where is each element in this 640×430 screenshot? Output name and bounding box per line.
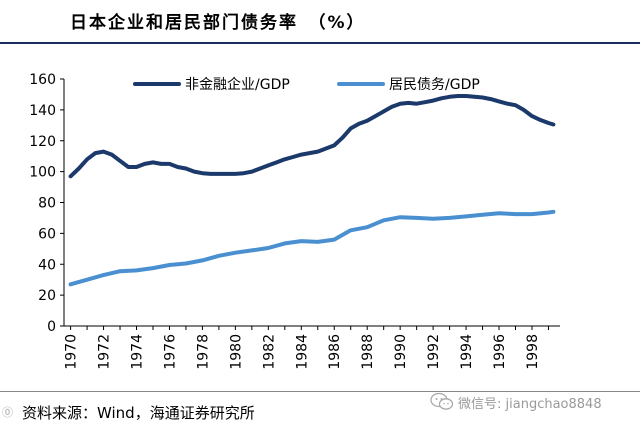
y-tick-label: 20 [38, 288, 56, 304]
title-rule [0, 42, 640, 44]
y-tick-label: 40 [38, 257, 56, 273]
y-tick-label: 80 [38, 196, 56, 212]
y-tick-label: 160 [29, 72, 56, 88]
x-tick-label: 1990 [393, 334, 409, 370]
y-tick-label: 140 [29, 103, 56, 119]
x-tick-label: 1992 [426, 334, 442, 370]
watermark: 微信号: jiangchao8848 [430, 392, 602, 412]
x-tick-label: 1982 [261, 334, 277, 370]
corner-mark: ⓪ [2, 406, 13, 419]
x-tick-label: 1988 [360, 334, 376, 370]
x-tick-label: 1986 [327, 334, 343, 370]
x-tick-label: 1970 [64, 334, 80, 370]
chart-title: 日本企业和居民部门债务率 （%） [70, 13, 366, 33]
x-tick-label: 1974 [130, 334, 146, 370]
chart-area: 0 20 40 60 80 100 120 140 160 1970 1972 1974 1976 197… [29, 72, 560, 370]
x-tick-label: 1972 [97, 334, 113, 370]
y-tick-label: 60 [38, 226, 56, 242]
x-tick-label: 1994 [459, 334, 475, 370]
series-line-2 [68, 209, 556, 287]
x-tick-label: 1996 [492, 334, 508, 370]
chart-series [68, 94, 556, 287]
x-tick-label: 1976 [162, 334, 178, 370]
y-tick-label: 120 [29, 134, 56, 150]
x-tick-label: 1984 [294, 334, 310, 370]
x-tick-label: 1978 [195, 334, 211, 370]
x-tick-label: 1998 [525, 334, 541, 370]
y-tick-label: 100 [29, 165, 56, 181]
x-tick-label: 1980 [228, 334, 244, 370]
y-tick-label: 0 [47, 319, 56, 335]
wechat-icon [430, 392, 454, 410]
series-line-1 [68, 94, 556, 179]
watermark-text: 微信号: jiangchao8848 [458, 396, 602, 412]
legend-label-2: 居民债务/GDP [389, 77, 480, 93]
bottom-rule [0, 391, 640, 392]
chart-legend: 非金融企业/GDP 居民债务/GDP [133, 76, 480, 93]
chart-axes: 0 20 40 60 80 100 120 140 160 1970 1972 1974 1976 197… [29, 72, 560, 370]
legend-label-1: 非金融企业/GDP [185, 76, 290, 93]
source-note: 资料来源：Wind，海通证券研究所 [22, 404, 255, 422]
